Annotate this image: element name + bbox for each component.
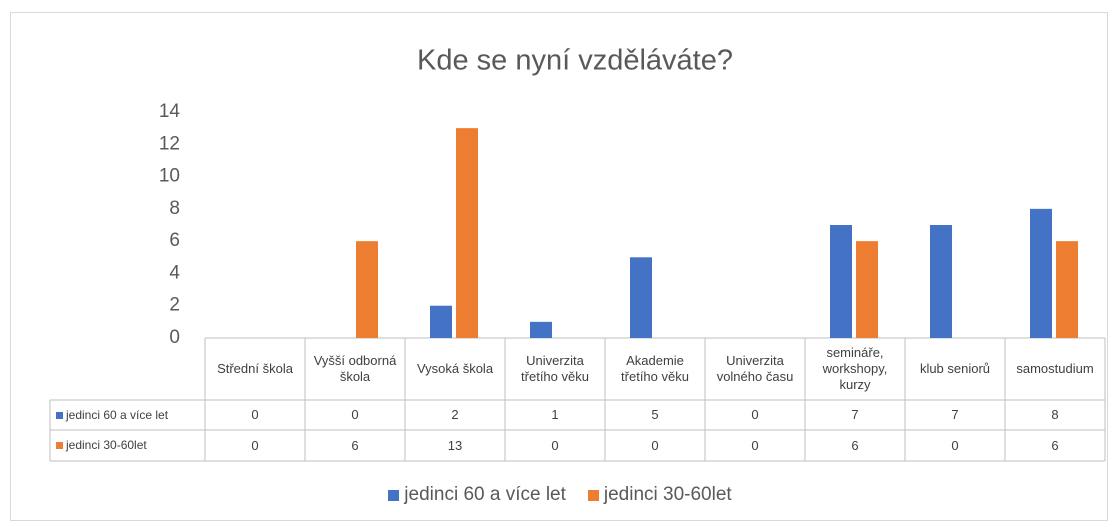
bar <box>1056 241 1078 338</box>
table-value: 0 <box>751 407 759 422</box>
table-value: 6 <box>851 437 859 453</box>
y-tick-label: 6 <box>169 230 180 251</box>
legend: jedinci 60 a více let jedinci 30-60let <box>0 482 1120 508</box>
table-value: 0 <box>651 437 659 453</box>
bar <box>630 257 652 338</box>
row-header-text: jedinci 30-60let <box>66 438 147 452</box>
x-tick-label: Střední škola <box>217 361 293 376</box>
x-tick-label: klub seniorů <box>919 361 991 376</box>
bar <box>430 305 452 338</box>
table-value: 7 <box>951 407 959 422</box>
legend-swatch <box>56 411 63 419</box>
table-value: 0 <box>251 407 259 422</box>
bar <box>930 225 952 338</box>
bar <box>530 321 552 338</box>
table-value: 0 <box>951 437 959 453</box>
x-tick-label: semináře, workshopy, kurzy <box>822 345 888 392</box>
y-tick-label: 2 <box>169 295 180 316</box>
bar <box>456 128 478 338</box>
row-header: jedinci 30-60let <box>54 430 203 460</box>
legend-item: jedinci 60 a více let <box>388 484 566 506</box>
legend-label: jedinci 30-60let <box>603 484 732 505</box>
y-tick-label: 14 <box>159 101 181 122</box>
bar <box>356 241 378 338</box>
table-value: 0 <box>551 437 559 453</box>
legend-item: jedinci 30-60let <box>587 484 732 506</box>
table-value: 13 <box>447 437 463 453</box>
table-value: 1 <box>551 407 559 422</box>
chart-border <box>10 12 1108 521</box>
y-tick-label: 8 <box>169 198 180 219</box>
table-value: 2 <box>451 407 459 422</box>
table-value: 6 <box>351 437 359 453</box>
row-header: jedinci 60 a více let <box>54 400 203 430</box>
x-tick-label: Univerzita třetího věku <box>521 353 589 384</box>
bar <box>830 225 852 338</box>
table-value: 0 <box>251 437 259 453</box>
table-value: 0 <box>751 437 759 453</box>
legend-swatch <box>587 489 599 501</box>
legend-swatch <box>388 489 400 501</box>
y-tick-label: 0 <box>169 327 180 348</box>
x-tick-label: Vysoká škola <box>416 361 494 376</box>
x-tick-label: samostudium <box>1016 361 1094 376</box>
table-value: 5 <box>651 407 659 422</box>
table-value: 6 <box>1051 437 1059 453</box>
table-value: 8 <box>1051 407 1059 422</box>
y-tick-label: 12 <box>159 133 180 154</box>
table-value: 7 <box>851 407 859 422</box>
legend-label: jedinci 60 a více let <box>404 484 566 505</box>
chart-title: Kde se nyní vzděláváte? <box>417 45 733 77</box>
x-tick-label: Akademie třetího věku <box>621 353 689 384</box>
legend-swatch <box>56 441 63 449</box>
x-tick-label: Univerzita volného času <box>716 353 794 384</box>
bar <box>856 241 878 338</box>
x-tick-label: Vyšší odborná škola <box>313 353 397 384</box>
row-header-text: jedinci 60 a více let <box>66 408 169 422</box>
y-tick-label: 4 <box>169 262 180 283</box>
table-value: 0 <box>351 407 359 422</box>
bar <box>1030 208 1052 338</box>
y-tick-label: 10 <box>159 166 180 187</box>
